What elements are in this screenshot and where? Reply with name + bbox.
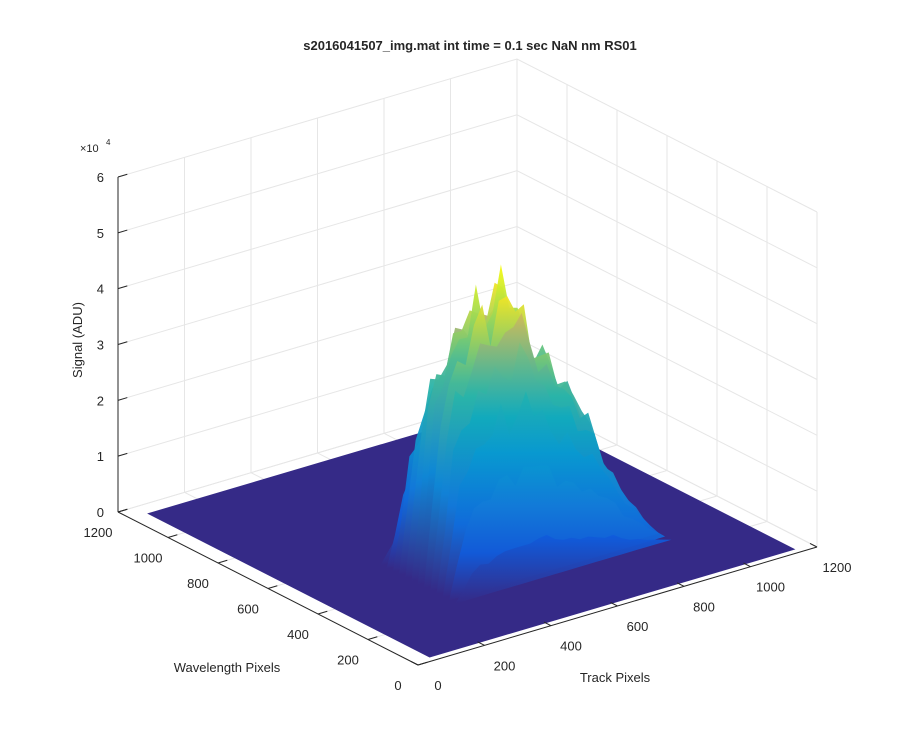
z-tick bbox=[117, 173, 128, 178]
z-tick bbox=[117, 285, 128, 290]
grid-line-z bbox=[117, 170, 818, 325]
z-tick bbox=[117, 397, 128, 401]
z-tick-label: 6 bbox=[97, 170, 104, 185]
surface-slice bbox=[455, 534, 672, 604]
z-tick-label: 2 bbox=[97, 393, 104, 408]
exponent-base: ×10 bbox=[80, 143, 99, 155]
x-tick-label: 800 bbox=[693, 599, 715, 614]
tick-labels: 0200400600800100012000200400600800100012… bbox=[84, 170, 852, 693]
x-tick bbox=[743, 562, 751, 568]
y-axis-label: Wavelength Pixels bbox=[174, 660, 281, 675]
z-axis-label: Signal (ADU) bbox=[70, 302, 85, 378]
grid-line-z bbox=[117, 114, 818, 269]
y-tick bbox=[217, 559, 228, 564]
z-exponent-label: ×10 4 bbox=[80, 138, 111, 155]
grid-line-z bbox=[117, 58, 818, 213]
surface bbox=[147, 264, 796, 658]
z-tick bbox=[117, 341, 128, 345]
x-tick-label: 1000 bbox=[756, 580, 785, 595]
y-tick-label: 200 bbox=[337, 653, 359, 668]
chart-title: s2016041507_img.mat int time = 0.1 sec N… bbox=[303, 38, 637, 53]
y-tick-label: 1200 bbox=[84, 525, 113, 540]
x-tick bbox=[477, 641, 485, 646]
x-tick bbox=[676, 582, 685, 587]
y-tick-label: 1000 bbox=[134, 551, 163, 566]
y-tick bbox=[417, 661, 428, 666]
y-tick-label: 600 bbox=[237, 602, 259, 617]
grid-line-z bbox=[117, 225, 818, 380]
x-tick-label: 600 bbox=[627, 619, 649, 634]
y-tick bbox=[367, 636, 378, 640]
x-tick bbox=[610, 601, 618, 607]
x-tick-label: 400 bbox=[560, 639, 582, 654]
x-tick bbox=[410, 660, 419, 666]
y-tick-label: 400 bbox=[287, 627, 309, 642]
x-tick bbox=[809, 542, 818, 548]
z-tick bbox=[117, 508, 128, 513]
x-tick-label: 0 bbox=[434, 678, 441, 693]
z-tick bbox=[117, 452, 128, 457]
z-tick-label: 1 bbox=[97, 449, 104, 464]
x-axis-label: Track Pixels bbox=[580, 670, 651, 685]
z-tick-label: 3 bbox=[97, 338, 104, 353]
grid-line-z bbox=[117, 281, 818, 436]
z-tick-label: 0 bbox=[97, 505, 104, 520]
y-tick bbox=[317, 610, 328, 615]
axis-lines bbox=[117, 173, 818, 666]
y-tick bbox=[267, 585, 278, 589]
exponent-power: 4 bbox=[106, 138, 111, 147]
x-tick-label: 1200 bbox=[823, 560, 852, 575]
x-tick-label: 200 bbox=[494, 658, 516, 673]
z-tick-label: 4 bbox=[97, 282, 104, 297]
y-tick bbox=[167, 534, 178, 538]
z-tick bbox=[117, 229, 128, 234]
z-tick-label: 5 bbox=[97, 226, 104, 241]
x-tick bbox=[543, 621, 552, 627]
y-tick-label: 0 bbox=[394, 678, 401, 693]
y-tick-label: 800 bbox=[187, 576, 209, 591]
